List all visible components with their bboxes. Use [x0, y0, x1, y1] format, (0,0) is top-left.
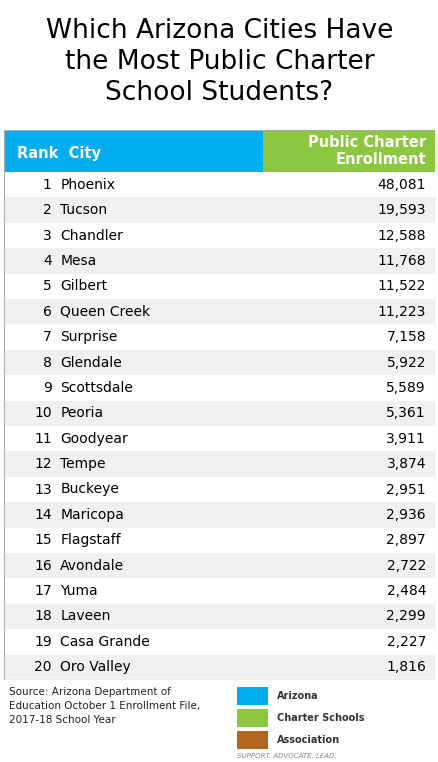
- Text: 2,897: 2,897: [385, 533, 425, 547]
- Text: Glendale: Glendale: [60, 356, 122, 370]
- FancyBboxPatch shape: [4, 578, 434, 604]
- Text: Laveen: Laveen: [60, 610, 110, 623]
- Text: 14: 14: [34, 508, 52, 522]
- Text: 15: 15: [34, 533, 52, 547]
- Text: 2,951: 2,951: [385, 482, 425, 497]
- FancyBboxPatch shape: [237, 709, 267, 727]
- Text: Surprise: Surprise: [60, 330, 117, 344]
- Text: Gilbert: Gilbert: [60, 280, 107, 293]
- Text: 5,922: 5,922: [385, 356, 425, 370]
- Text: Rank  City: Rank City: [17, 146, 101, 161]
- Text: 19: 19: [34, 635, 52, 649]
- Text: 1: 1: [43, 178, 52, 192]
- Text: SUPPORT. ADVOCATE. LEAD.: SUPPORT. ADVOCATE. LEAD.: [237, 753, 336, 759]
- FancyBboxPatch shape: [4, 274, 434, 299]
- Text: 3: 3: [43, 229, 52, 242]
- FancyBboxPatch shape: [4, 553, 434, 578]
- Text: 48,081: 48,081: [377, 178, 425, 192]
- Text: 13: 13: [34, 482, 52, 497]
- FancyBboxPatch shape: [4, 375, 434, 401]
- Text: 2,227: 2,227: [386, 635, 425, 649]
- FancyBboxPatch shape: [4, 655, 434, 680]
- Text: Yuma: Yuma: [60, 584, 98, 598]
- Text: Phoenix: Phoenix: [60, 178, 115, 192]
- Text: 2: 2: [43, 203, 52, 217]
- Text: Which Arizona Cities Have
the Most Public Charter
School Students?: Which Arizona Cities Have the Most Publi…: [46, 18, 392, 107]
- Text: 4: 4: [43, 254, 52, 268]
- FancyBboxPatch shape: [237, 687, 267, 705]
- FancyBboxPatch shape: [4, 197, 434, 223]
- FancyBboxPatch shape: [4, 401, 434, 426]
- Text: 2,722: 2,722: [386, 559, 425, 573]
- FancyBboxPatch shape: [4, 604, 434, 629]
- Text: 5,361: 5,361: [385, 406, 425, 421]
- FancyBboxPatch shape: [4, 502, 434, 527]
- Text: Public Charter
Enrollment: Public Charter Enrollment: [307, 135, 425, 167]
- Text: 2,299: 2,299: [385, 610, 425, 623]
- FancyBboxPatch shape: [4, 629, 434, 655]
- FancyBboxPatch shape: [4, 299, 434, 325]
- Text: 12,588: 12,588: [377, 229, 425, 242]
- Text: Casa Grande: Casa Grande: [60, 635, 150, 649]
- Text: Association: Association: [276, 735, 339, 745]
- FancyBboxPatch shape: [4, 325, 434, 350]
- Text: 20: 20: [34, 661, 52, 674]
- Text: Arizona: Arizona: [276, 690, 318, 700]
- Text: 11,522: 11,522: [377, 280, 425, 293]
- Text: 16: 16: [34, 559, 52, 573]
- Text: 1,816: 1,816: [385, 661, 425, 674]
- Text: 18: 18: [34, 610, 52, 623]
- Text: 10: 10: [34, 406, 52, 421]
- Text: 11,223: 11,223: [377, 305, 425, 319]
- Text: Flagstaff: Flagstaff: [60, 533, 120, 547]
- FancyBboxPatch shape: [4, 426, 434, 451]
- FancyBboxPatch shape: [262, 130, 434, 172]
- Text: 12: 12: [34, 457, 52, 471]
- FancyBboxPatch shape: [4, 172, 434, 197]
- FancyBboxPatch shape: [4, 350, 434, 375]
- Text: Charter Schools: Charter Schools: [276, 712, 363, 722]
- Text: Avondale: Avondale: [60, 559, 124, 573]
- Text: 9: 9: [43, 381, 52, 395]
- Text: 2,484: 2,484: [385, 584, 425, 598]
- Text: Tucson: Tucson: [60, 203, 107, 217]
- Text: Queen Creek: Queen Creek: [60, 305, 150, 319]
- Text: 17: 17: [34, 584, 52, 598]
- Text: Peoria: Peoria: [60, 406, 103, 421]
- Text: 11,768: 11,768: [377, 254, 425, 268]
- Text: Tempe: Tempe: [60, 457, 106, 471]
- Text: Buckeye: Buckeye: [60, 482, 119, 497]
- Text: 3,874: 3,874: [385, 457, 425, 471]
- Text: 19,593: 19,593: [377, 203, 425, 217]
- Text: 8: 8: [43, 356, 52, 370]
- FancyBboxPatch shape: [237, 731, 267, 749]
- Text: Maricopa: Maricopa: [60, 508, 124, 522]
- Text: 11: 11: [34, 432, 52, 446]
- Text: Goodyear: Goodyear: [60, 432, 128, 446]
- FancyBboxPatch shape: [4, 223, 434, 248]
- Text: Scottsdale: Scottsdale: [60, 381, 133, 395]
- FancyBboxPatch shape: [4, 451, 434, 477]
- Text: 5,589: 5,589: [385, 381, 425, 395]
- Text: Oro Valley: Oro Valley: [60, 661, 131, 674]
- Text: 5: 5: [43, 280, 52, 293]
- Text: 7,158: 7,158: [385, 330, 425, 344]
- FancyBboxPatch shape: [4, 477, 434, 502]
- Text: 6: 6: [43, 305, 52, 319]
- Text: 7: 7: [43, 330, 52, 344]
- Text: 3,911: 3,911: [385, 432, 425, 446]
- Text: 2,936: 2,936: [385, 508, 425, 522]
- FancyBboxPatch shape: [4, 130, 262, 172]
- Text: Chandler: Chandler: [60, 229, 123, 242]
- Text: Mesa: Mesa: [60, 254, 96, 268]
- FancyBboxPatch shape: [4, 248, 434, 274]
- FancyBboxPatch shape: [4, 527, 434, 553]
- Text: Source: Arizona Department of
Education October 1 Enrollment File,
2017-18 Schoo: Source: Arizona Department of Education …: [9, 687, 200, 725]
